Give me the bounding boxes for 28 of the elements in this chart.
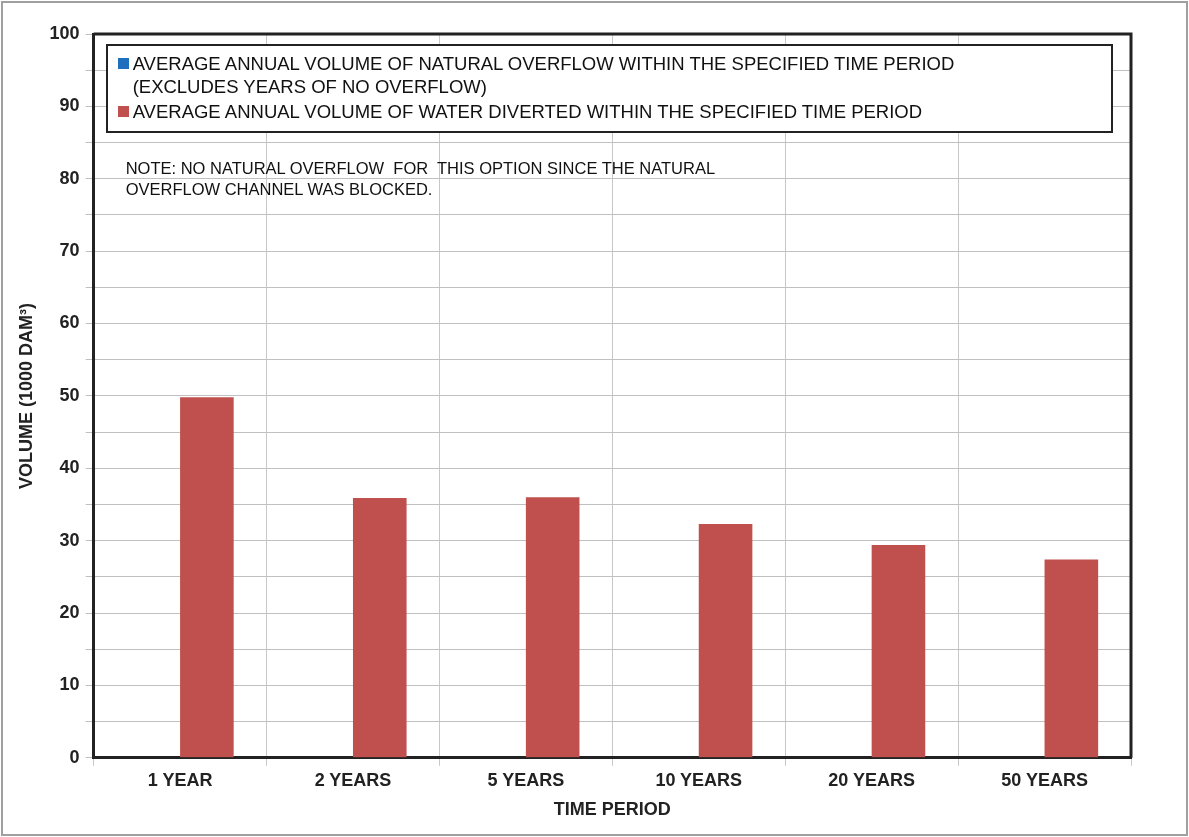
y-tick-label: 50 — [59, 384, 80, 405]
bar — [1044, 559, 1099, 758]
x-axis-title: TIME PERIOD — [553, 799, 671, 820]
y-tick-label: 80 — [59, 167, 80, 188]
legend-label: AVERAGE ANNUAL VOLUME OF WATER DIVERTED WITHIN THE SPECIFIED TIME PERIOD — [132, 100, 923, 123]
bar — [525, 497, 580, 758]
bar — [352, 497, 407, 758]
y-tick-label: 90 — [59, 95, 80, 116]
y-axis-title: VOLUME (1000 DAM³) — [15, 302, 36, 489]
bar — [180, 397, 234, 758]
x-tick-label: 5 YEARS — [487, 769, 565, 790]
x-tick-label: 20 YEARS — [828, 769, 916, 790]
y-tick-label: 0 — [69, 746, 80, 767]
y-tick-label: 20 — [59, 602, 80, 623]
y-tick-label: 30 — [59, 529, 80, 550]
y-tick-label: 60 — [59, 312, 80, 333]
bar — [871, 545, 926, 758]
annotation: NOTE: NO NATURAL OVERFLOW FOR THIS OPTION SINCE THE NATURAL OVERFLOW CHANNEL WAS BLOCKED. — [124, 158, 716, 200]
y-tick-label: 10 — [59, 674, 80, 695]
x-tick-label: 1 YEAR — [147, 769, 213, 790]
x-tick-label: 50 YEARS — [1001, 769, 1088, 790]
x-tick-label: 2 YEARS — [314, 769, 392, 790]
y-tick-label: 70 — [59, 240, 80, 261]
bar — [698, 524, 753, 758]
y-tick-label: 100 — [49, 22, 80, 43]
y-tick-label: 40 — [59, 457, 80, 478]
legend-label: AVERAGE ANNUAL VOLUME OF NATURAL OVERFLOW WITHIN THE SPECIFIED TIME PERIOD (EXCLUDES YEARS OF NO OVERFLOW) — [132, 52, 956, 98]
x-tick-label: 10 YEARS — [655, 769, 743, 790]
